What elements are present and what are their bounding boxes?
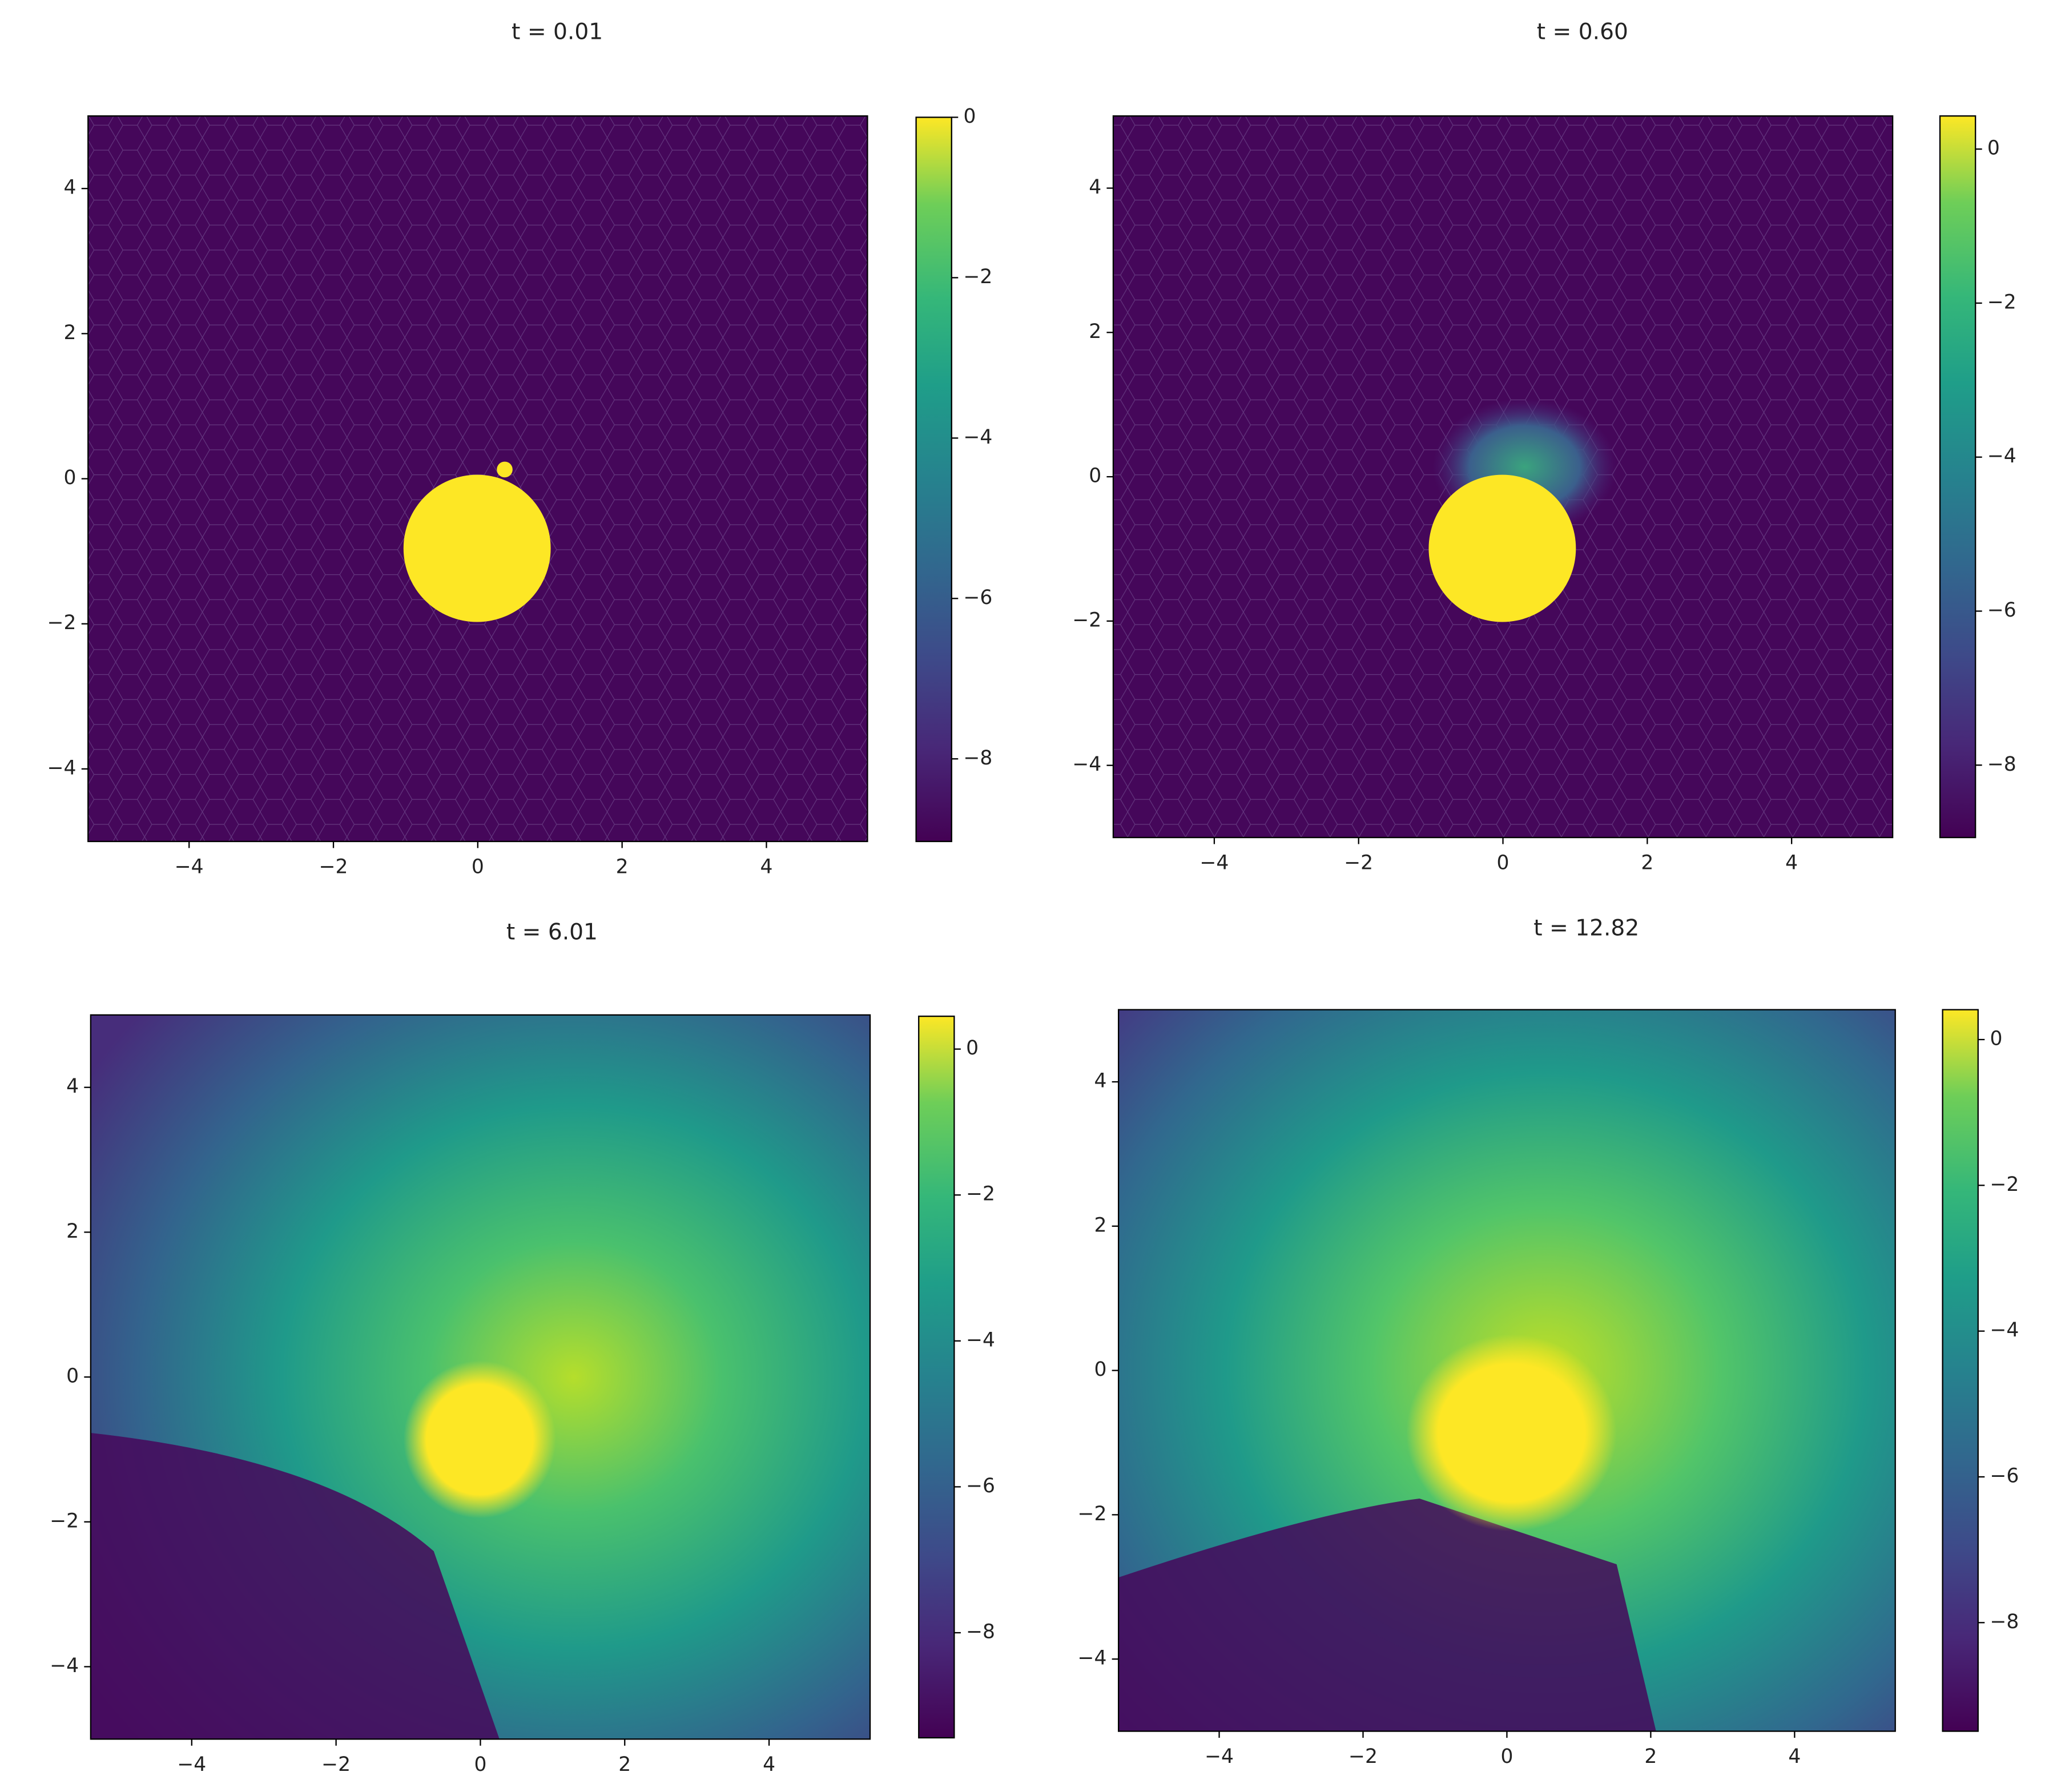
- y-tick-label: 0: [66, 1365, 79, 1388]
- colorbar: [1939, 115, 1976, 839]
- y-tick-label: 0: [1089, 465, 1101, 488]
- colorbar-tick-label: −8: [966, 1621, 995, 1644]
- colorbar-tick-label: −8: [963, 747, 992, 770]
- colorbar: [918, 1015, 955, 1739]
- chart-title: t = 12.82: [1533, 916, 1639, 941]
- x-tick-label: 2: [1641, 852, 1653, 875]
- x-tick-label: 0: [474, 1753, 486, 1776]
- y-tick-label: −4: [1072, 753, 1101, 776]
- colorbar-tick-label: 0: [963, 105, 976, 128]
- colorbar-tick-label: −4: [1987, 445, 2016, 468]
- colorbar-tick-label: 0: [966, 1037, 979, 1060]
- x-tick-label: −2: [319, 856, 348, 879]
- x-tick-label: 4: [763, 1753, 775, 1776]
- y-tick-label: −2: [50, 1509, 79, 1532]
- x-tick-label: 2: [618, 1753, 631, 1776]
- chart-title: t = 0.60: [1537, 19, 1628, 45]
- x-tick-label: −4: [1199, 852, 1229, 875]
- y-tick-label: −4: [47, 756, 77, 779]
- x-tick-label: −2: [1348, 1745, 1378, 1768]
- y-tick-label: 4: [66, 1075, 79, 1098]
- x-tick-label: −4: [175, 856, 204, 879]
- field-2: [1113, 116, 1893, 838]
- y-tick-label: 0: [64, 466, 77, 489]
- y-tick-label: 2: [66, 1220, 79, 1243]
- field-3: [90, 1014, 871, 1739]
- x-tick-label: 0: [472, 856, 484, 879]
- y-tick-label: −2: [47, 611, 77, 634]
- x-tick-label: −4: [177, 1753, 206, 1776]
- x-tick-label: 2: [1644, 1745, 1657, 1768]
- x-tick-label: 4: [1788, 1745, 1801, 1768]
- y-tick-label: −4: [1078, 1647, 1107, 1670]
- y-tick-label: 0: [1094, 1358, 1106, 1381]
- y-tick-label: 4: [1089, 176, 1101, 199]
- y-tick-label: −2: [1072, 609, 1101, 631]
- x-tick-label: 0: [1497, 852, 1509, 875]
- colorbar-tick-label: −6: [966, 1475, 995, 1497]
- x-tick-label: 4: [760, 856, 772, 879]
- y-tick-label: 2: [64, 321, 77, 344]
- colorbar-tick-label: −4: [963, 426, 992, 449]
- field-1: [88, 116, 868, 841]
- colorbar-tick-label: −4: [966, 1328, 995, 1351]
- y-tick-label: −4: [50, 1654, 79, 1677]
- colorbar-tick-label: −6: [1987, 599, 2016, 622]
- x-tick-label: 2: [616, 856, 629, 879]
- x-tick-label: −4: [1205, 1745, 1234, 1768]
- chart-title: t = 0.01: [512, 19, 603, 45]
- x-tick-label: 0: [1500, 1745, 1513, 1768]
- colorbar-tick-label: −4: [1990, 1319, 2019, 1342]
- colorbar-tick-label: −2: [1987, 291, 2016, 313]
- colorbar-tick-label: 0: [1987, 137, 2000, 160]
- y-tick-label: 4: [1094, 1070, 1106, 1093]
- x-tick-label: −2: [321, 1753, 351, 1776]
- colorbar-tick-label: −8: [1987, 753, 2016, 776]
- chart-title: t = 6.01: [506, 920, 598, 945]
- y-tick-label: 2: [1089, 320, 1101, 343]
- x-tick-label: −2: [1344, 852, 1373, 875]
- colorbar-tick-label: −2: [1990, 1173, 2019, 1196]
- colorbar-tick-label: −6: [963, 586, 992, 609]
- x-tick-label: 4: [1785, 852, 1798, 875]
- y-tick-label: −2: [1078, 1503, 1107, 1525]
- colorbar-tick-label: 0: [1990, 1027, 2002, 1050]
- colorbar: [915, 116, 952, 843]
- colorbar-tick-label: −8: [1990, 1610, 2019, 1633]
- colorbar-tick-label: −2: [963, 265, 992, 288]
- colorbar-tick-label: −6: [1990, 1464, 2019, 1487]
- field-4: [1118, 1009, 1895, 1731]
- y-tick-label: 4: [64, 176, 77, 199]
- y-tick-label: 2: [1094, 1214, 1106, 1237]
- colorbar-tick-label: −2: [966, 1183, 995, 1206]
- colorbar: [1942, 1009, 1979, 1732]
